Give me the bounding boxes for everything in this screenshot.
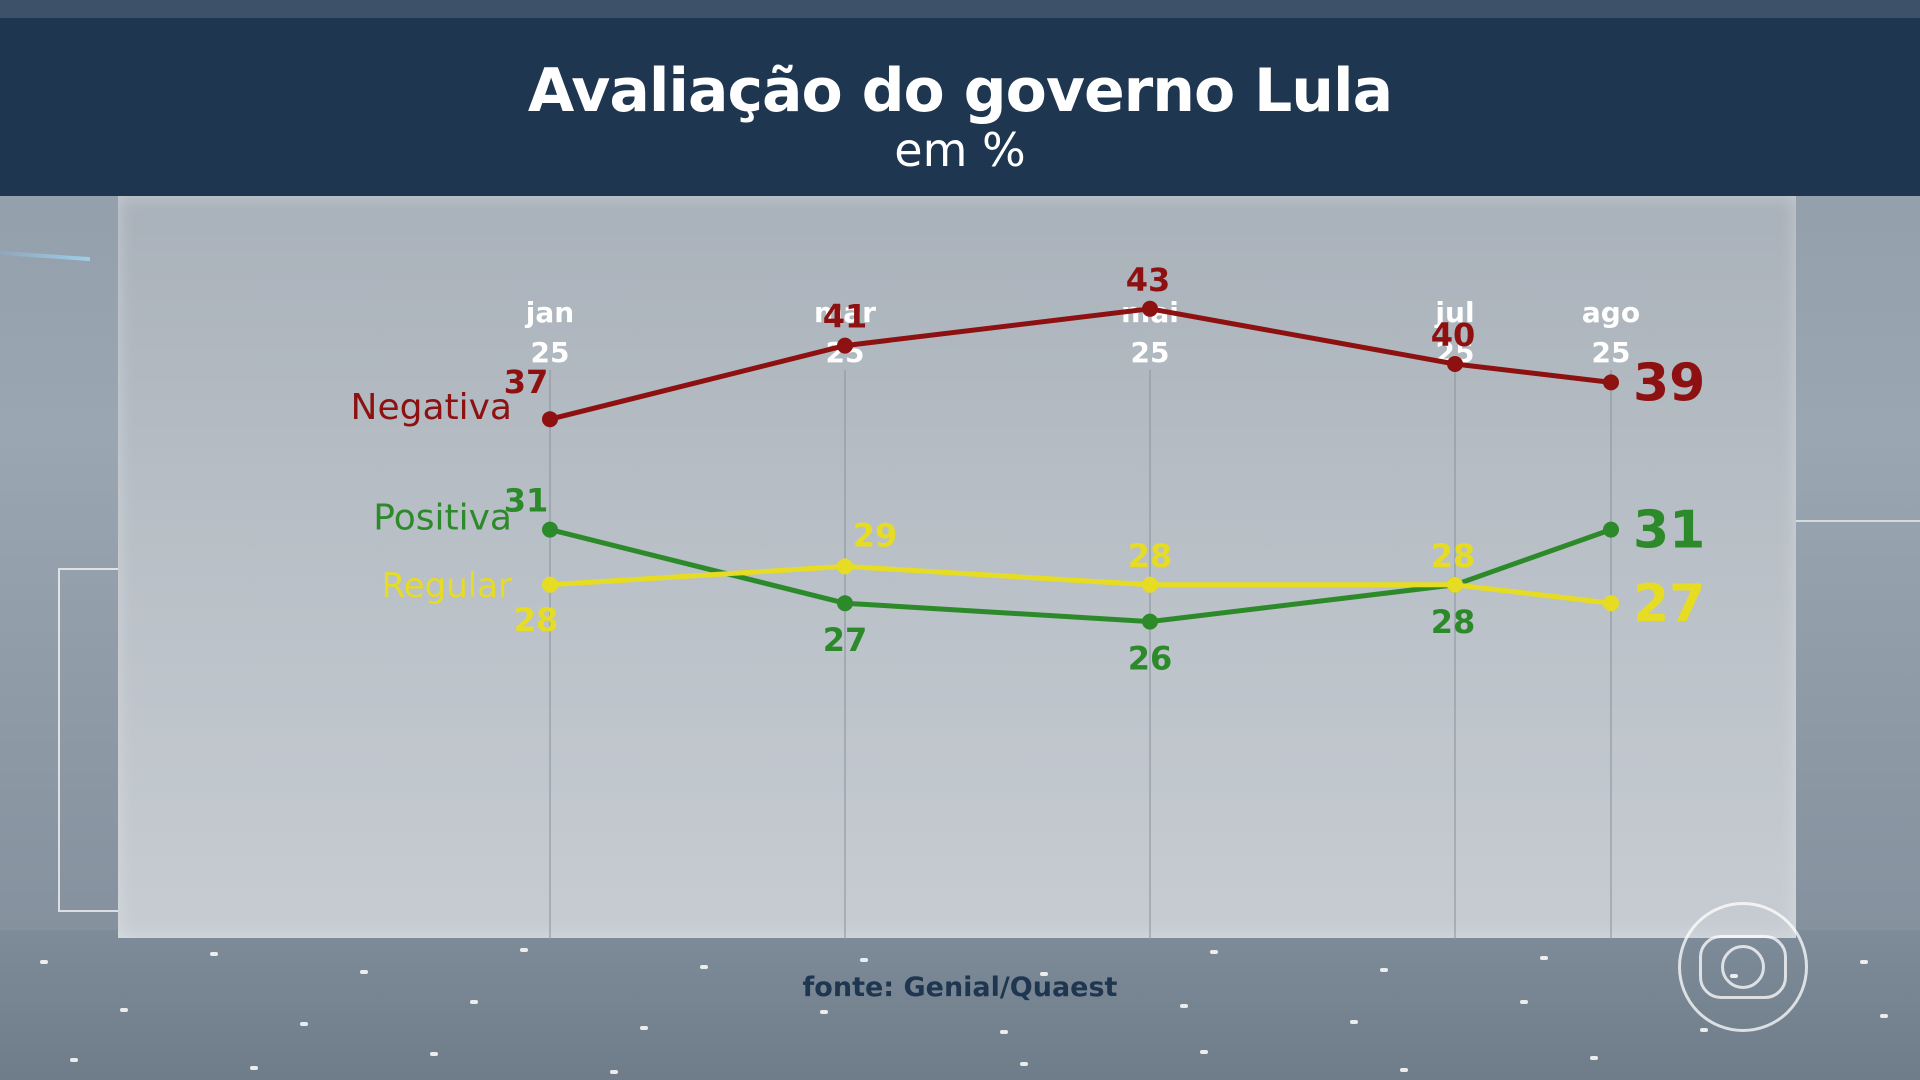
x-tick-month-ago: ago [1582, 296, 1640, 329]
data-label-regular-jul: 28 [1431, 537, 1476, 575]
data-label-negativa-mar: 41 [823, 298, 868, 336]
floor-light-dot [1380, 968, 1388, 972]
x-tick-month-jul: jul [1434, 296, 1474, 329]
point-negativa-jan [542, 411, 558, 428]
x-tick-year-mai: 25 [1131, 336, 1170, 369]
x-tick-month-mar: mar [814, 296, 876, 329]
point-positiva-ago [1603, 521, 1619, 538]
chart-title: Avaliação do governo Lula [527, 56, 1393, 126]
floor-light-dot [1400, 1068, 1408, 1072]
point-positiva-mai [1142, 613, 1158, 630]
point-negativa-mar [837, 337, 853, 354]
source-note: fonte: Genial/Quaest [802, 972, 1118, 1003]
studio-line-right [1796, 520, 1920, 522]
data-label-positiva-jul: 28 [1431, 603, 1476, 641]
x-tick-month-jan: jan [525, 296, 574, 329]
floor-light-dot [120, 1008, 128, 1012]
studio-floor [0, 930, 1920, 1080]
floor-light-dot [430, 1052, 438, 1056]
floor-light-dot [1210, 950, 1218, 954]
floor-light-dot [250, 1066, 258, 1070]
data-label-negativa-jul: 40 [1431, 316, 1476, 354]
floor-light-dot [700, 965, 708, 969]
header-bar: Avaliação do governo Lula em % [0, 18, 1920, 196]
data-label-negativa-jan: 37 [504, 363, 549, 401]
point-regular-jul [1447, 576, 1463, 593]
floor-light-dot [1020, 1062, 1028, 1066]
data-label-positiva-mar: 27 [823, 621, 868, 659]
data-label-final-negativa: 39 [1633, 353, 1705, 413]
floor-light-dot [860, 958, 868, 962]
data-label-regular-mai: 28 [1128, 537, 1173, 575]
series-name-positiva: Positiva [373, 498, 512, 539]
data-label-positiva-mai: 26 [1128, 640, 1173, 678]
floor-light-dot [1000, 1030, 1008, 1034]
floor-light-dot [40, 960, 48, 964]
floor-light-dot [1350, 1020, 1358, 1024]
studio-frame-left [58, 568, 120, 912]
floor-light-dot [1700, 1028, 1708, 1032]
floor-light-dot [360, 970, 368, 974]
point-regular-mai [1142, 576, 1158, 593]
floor-light-dot [610, 1070, 618, 1074]
point-negativa-jul [1447, 356, 1463, 372]
x-tick-year-ago: 25 [1592, 336, 1631, 369]
floor-light-dot [820, 1010, 828, 1014]
chart-subtitle: em % [894, 123, 1026, 177]
x-tick-year-jan: 25 [531, 336, 570, 369]
point-regular-jan [542, 576, 558, 593]
series-name-negativa: Negativa [351, 387, 512, 428]
point-positiva-mar [837, 595, 853, 612]
header-top-strip [0, 0, 1920, 18]
floor-light-dot [210, 952, 218, 956]
point-positiva-jan [542, 521, 558, 538]
floor-light-dot [1520, 1000, 1528, 1004]
floor-light-dot [640, 1026, 648, 1030]
series-name-regular: Regular [382, 566, 512, 606]
floor-light-dot [1540, 956, 1548, 960]
floor-light-dot [1200, 1050, 1208, 1054]
point-regular-mar [837, 558, 853, 575]
globo-logo-icon [1678, 902, 1808, 1032]
chart-panel [118, 196, 1796, 938]
floor-light-dot [1180, 1004, 1188, 1008]
data-label-regular-mar: 29 [853, 516, 898, 554]
floor-light-dot [1590, 1056, 1598, 1060]
floor-light-dot [1860, 960, 1868, 964]
data-label-final-positiva: 31 [1633, 501, 1705, 561]
floor-light-dot [520, 948, 528, 952]
floor-light-dot [1040, 972, 1048, 976]
data-label-positiva-jan: 31 [504, 482, 549, 520]
point-negativa-ago [1603, 374, 1619, 391]
floor-light-dot [1880, 1014, 1888, 1018]
floor-light-dot [300, 1022, 308, 1026]
floor-light-dot [470, 1000, 478, 1004]
floor-light-dot [70, 1058, 78, 1062]
data-label-final-regular: 27 [1633, 574, 1705, 634]
point-negativa-mai [1142, 300, 1158, 317]
data-label-negativa-mai: 43 [1126, 261, 1171, 299]
data-label-regular-jan: 28 [514, 601, 559, 639]
point-regular-ago [1603, 595, 1619, 612]
